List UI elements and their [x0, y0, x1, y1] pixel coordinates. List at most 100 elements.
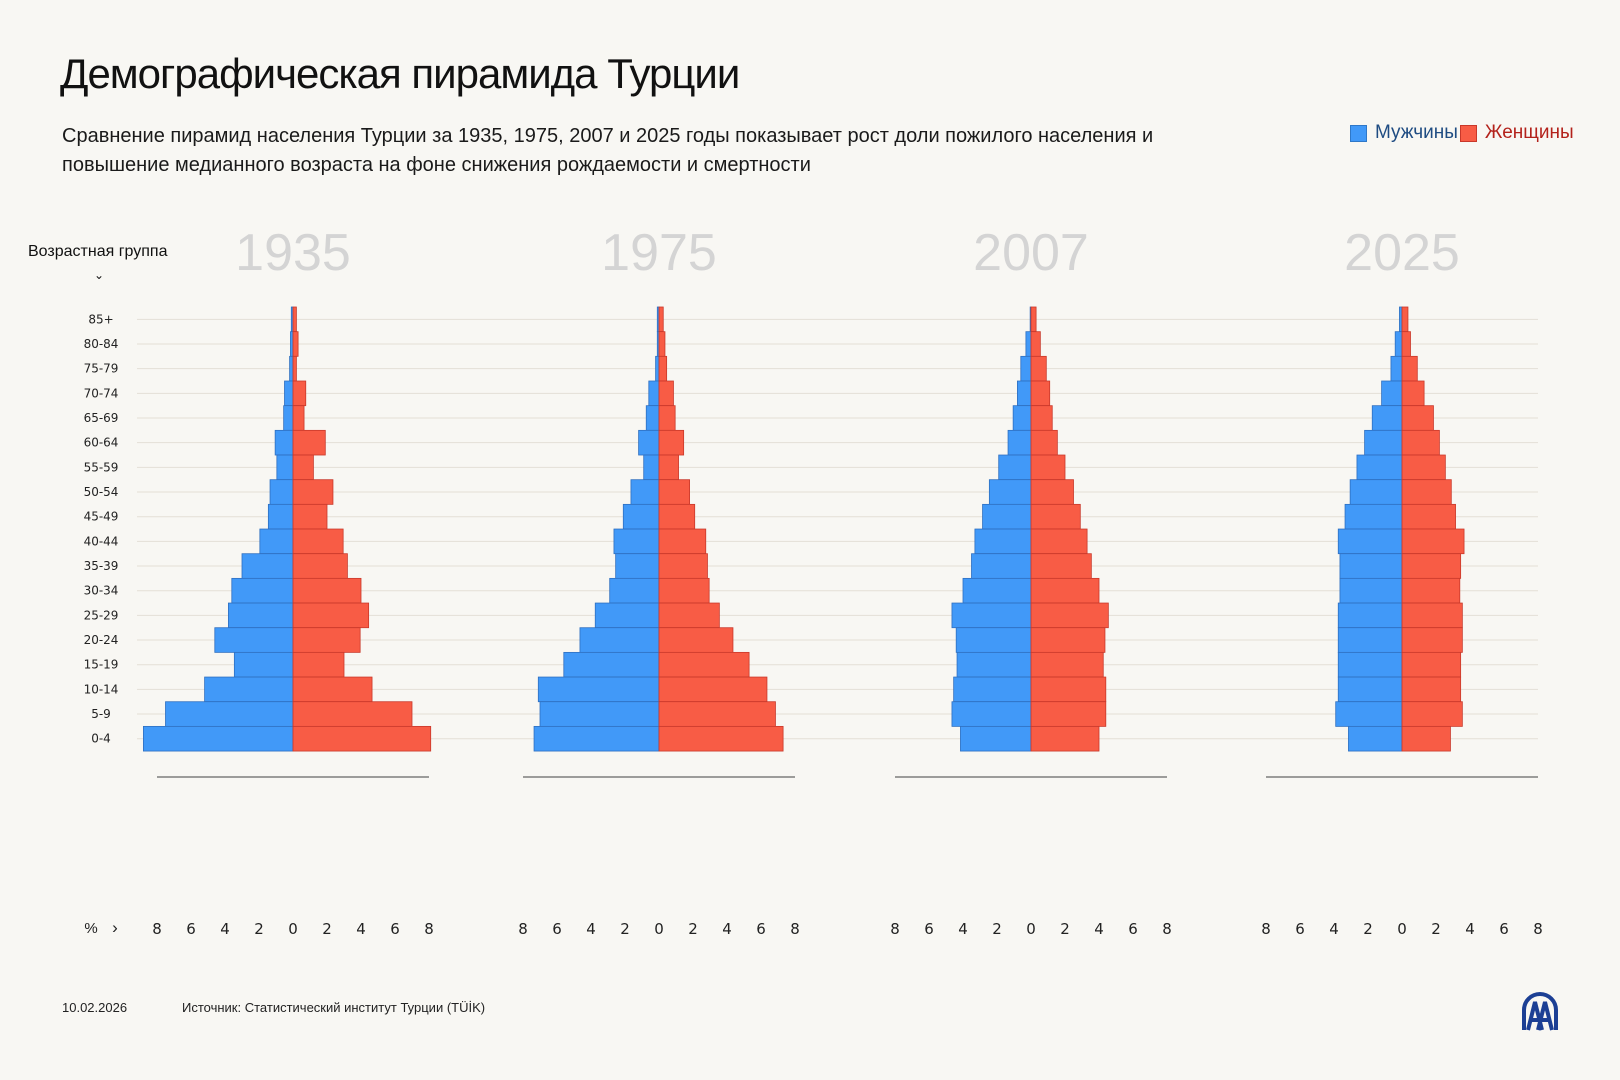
- x-tick-label: 4: [1329, 920, 1339, 938]
- footer-date: 10.02.2026: [62, 1000, 128, 1015]
- bar-female: [1030, 602, 1109, 629]
- bar-male: [231, 577, 294, 604]
- bar-male: [533, 725, 660, 752]
- bar-male: [284, 380, 294, 407]
- bar-female: [292, 380, 307, 407]
- x-tick-label: 6: [552, 920, 562, 938]
- bar-male: [1007, 429, 1032, 456]
- x-tick-label: 8: [1261, 920, 1271, 938]
- x-tick-label: 6: [186, 920, 196, 938]
- bar-male: [998, 454, 1032, 481]
- bar-male: [1339, 577, 1403, 604]
- year-label: 1935: [235, 224, 351, 282]
- bar-female: [658, 701, 776, 727]
- x-tick-label: 8: [518, 920, 528, 938]
- bar-male: [648, 380, 660, 407]
- bar-female: [658, 676, 768, 703]
- bar-female: [1401, 651, 1462, 678]
- bar-female: [1401, 528, 1465, 555]
- bar-male: [267, 503, 294, 530]
- bar-male: [955, 627, 1032, 653]
- bar-female: [1030, 454, 1066, 481]
- age-group-label: 85+: [88, 312, 113, 326]
- bar-male: [214, 627, 294, 653]
- bar-female: [658, 553, 708, 579]
- x-tick-label: 6: [1295, 920, 1305, 938]
- bar-female: [658, 454, 679, 481]
- x-tick-label: 2: [992, 920, 1002, 938]
- x-tick-label: 4: [722, 920, 732, 938]
- footer-source: Источник: Статистический институт Турции…: [182, 1000, 486, 1015]
- bar-male: [1348, 725, 1403, 752]
- bar-male: [594, 602, 660, 629]
- age-group-label: 20-24: [84, 633, 119, 647]
- bar-female: [292, 553, 348, 579]
- x-tick-label: 4: [356, 920, 366, 938]
- bar-female: [1030, 651, 1104, 678]
- bar-male: [233, 651, 294, 678]
- chevron-down-icon: ⌄: [94, 268, 105, 282]
- bar-male: [1020, 355, 1032, 382]
- bar-male: [1349, 479, 1403, 505]
- bar-male: [988, 479, 1032, 505]
- x-tick-label: 8: [1162, 920, 1172, 938]
- bar-female: [292, 355, 297, 382]
- bar-female: [658, 429, 685, 456]
- page-title: Демографическая пирамида Турции: [60, 50, 740, 97]
- x-tick-label: 8: [424, 920, 434, 938]
- bar-male: [982, 503, 1032, 530]
- x-tick-label: 8: [790, 920, 800, 938]
- bar-male: [1017, 380, 1032, 407]
- bar-female: [292, 331, 299, 357]
- bar-male: [1394, 331, 1403, 357]
- bar-male: [638, 429, 660, 456]
- bar-female: [1030, 355, 1047, 382]
- bar-female: [658, 380, 674, 407]
- bar-female: [1401, 577, 1461, 604]
- bar-male: [655, 355, 660, 382]
- bar-female: [1401, 479, 1452, 505]
- pyramid-chart: 85+80-8475-7970-7465-6960-6455-5950-5445…: [84, 224, 1543, 938]
- bar-male: [1337, 676, 1403, 703]
- bar-female: [658, 331, 666, 357]
- age-group-label: 0-4: [91, 732, 111, 746]
- bar-female: [1030, 331, 1041, 357]
- bar-female: [292, 577, 362, 604]
- age-group-label: 45-49: [84, 510, 119, 524]
- bar-female: [1030, 577, 1100, 604]
- bar-female: [292, 651, 345, 678]
- bar-female: [1030, 306, 1037, 333]
- bar-female: [1401, 454, 1446, 481]
- bar-male: [241, 553, 294, 579]
- age-group-label: 5-9: [91, 707, 111, 721]
- year-label: 2025: [1344, 224, 1460, 282]
- bar-male: [645, 405, 660, 431]
- x-tick-label: 8: [1533, 920, 1543, 938]
- bar-male: [579, 627, 660, 653]
- bar-female: [292, 479, 334, 505]
- bar-female: [292, 627, 361, 653]
- bar-male: [1012, 405, 1032, 431]
- x-tick-label: 2: [1363, 920, 1373, 938]
- bar-female: [658, 725, 784, 752]
- age-group-label: 30-34: [84, 584, 119, 598]
- bar-female: [1401, 355, 1418, 382]
- age-group-label: 70-74: [84, 386, 119, 400]
- legend: Мужчины Женщины: [1350, 122, 1574, 144]
- bar-male: [1025, 331, 1032, 357]
- bar-female: [1401, 429, 1440, 456]
- legend-male-swatch: [1350, 124, 1367, 142]
- bar-female: [1030, 479, 1074, 505]
- bar-male: [165, 701, 294, 727]
- age-group-label: 60-64: [84, 436, 119, 450]
- bar-male: [609, 577, 660, 604]
- x-tick-label: 8: [152, 920, 162, 938]
- bar-male: [1337, 627, 1403, 653]
- bar-male: [1371, 405, 1403, 431]
- bar-male: [1390, 355, 1403, 382]
- age-axis-label: Возрастная группа: [28, 243, 168, 260]
- x-tick-label: 0: [288, 920, 298, 938]
- bar-female: [1401, 503, 1456, 530]
- bar-male: [289, 355, 294, 382]
- bar-female: [1401, 676, 1462, 703]
